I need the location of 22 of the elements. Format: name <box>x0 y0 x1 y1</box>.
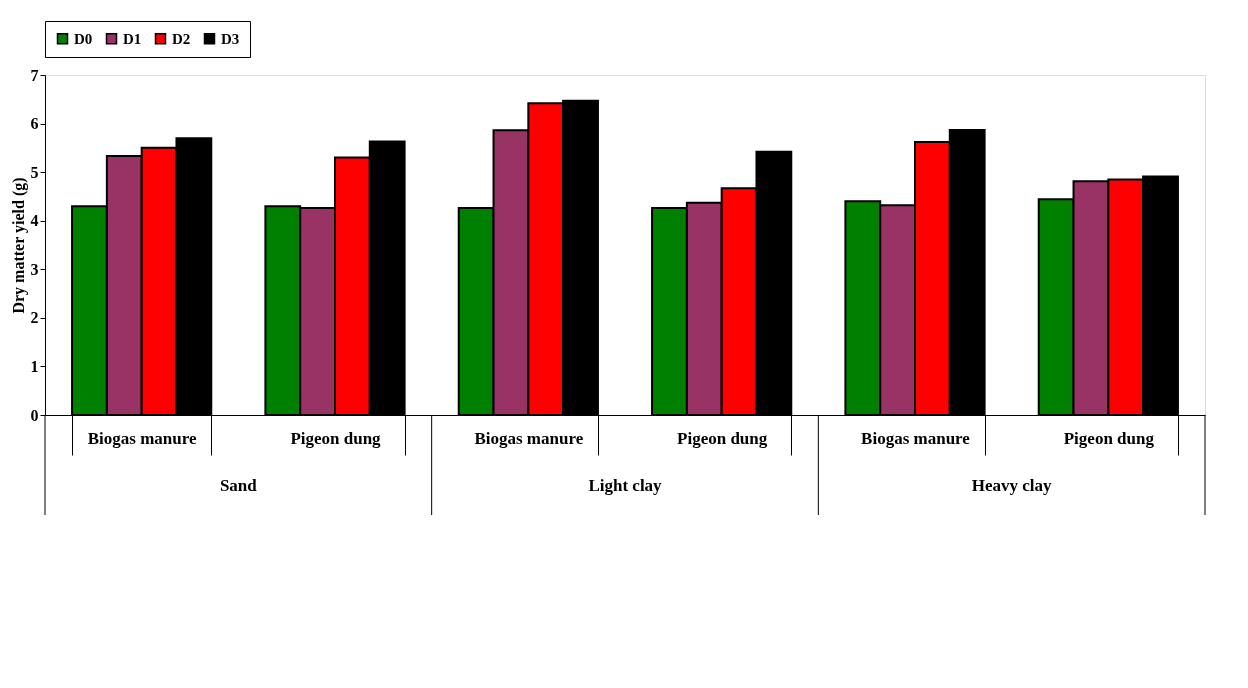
legend-label: D1 <box>123 30 142 47</box>
y-tick-label: 6 <box>30 115 39 133</box>
legend-label: D3 <box>221 30 240 47</box>
y-tick-label: 5 <box>30 163 39 181</box>
x-tick-label: Pigeon dung <box>677 428 768 448</box>
y-tick-label: 7 <box>30 66 39 84</box>
y-tick-label: 0 <box>30 406 39 424</box>
legend-label: D2 <box>172 30 191 47</box>
x-tick-label: Biogas manure <box>87 428 197 448</box>
text: Light clay <box>588 476 663 495</box>
x-tick-label: Pigeon dung <box>290 428 382 448</box>
legend-label: D0 <box>74 30 93 47</box>
y-tick-label: 4 <box>30 212 39 230</box>
y-axis-title: Dry matter yield (g) <box>9 177 28 314</box>
y-tick-label: 2 <box>30 309 39 327</box>
text: Heavy clay <box>971 476 1053 495</box>
text: Sand <box>219 476 258 495</box>
y-tick-label: 1 <box>30 357 39 375</box>
y-tick-label: 3 <box>30 260 39 278</box>
x-tick-label: Biogas manure <box>861 428 971 448</box>
x-tick-label: Pigeon dung <box>1063 428 1155 448</box>
x-tick-label: Biogas manure <box>474 428 584 448</box>
